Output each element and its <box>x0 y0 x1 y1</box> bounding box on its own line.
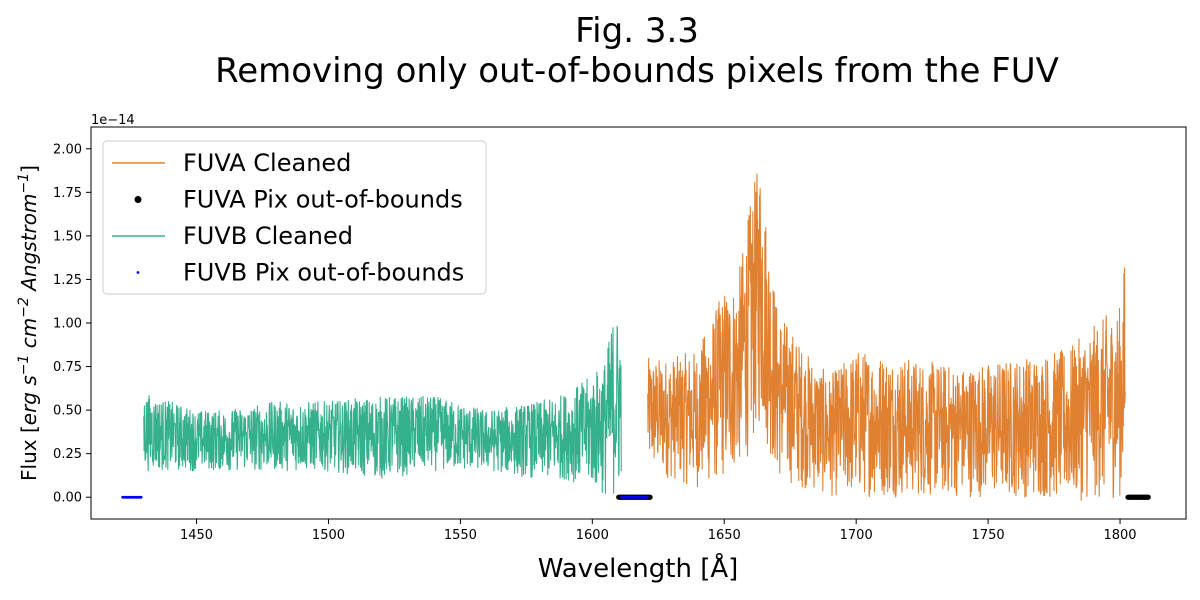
plot-area <box>121 173 1151 501</box>
y-tick-label: 0.75 <box>53 360 82 375</box>
x-tick-label: 1700 <box>840 528 873 543</box>
series-line-0 <box>647 173 1126 501</box>
legend-label-1: FUVA Pix out-of-bounds <box>183 186 463 214</box>
x-axis-label: Wavelength [Å] <box>538 552 739 584</box>
data-point <box>1145 494 1151 500</box>
legend-frame <box>102 140 487 295</box>
y-tick-label: 1.00 <box>53 317 82 332</box>
y-axis-label: Flux [erg s−1 cm−2 Angstrom−1] <box>16 165 41 481</box>
x-tick-label: 1750 <box>972 528 1005 543</box>
y-tick-label: 0.25 <box>53 447 82 462</box>
x-tick-label: 1500 <box>312 528 345 543</box>
data-point <box>139 495 143 499</box>
x-axis: 1450 1500 1550 1600 1650 1700 1750 1800 <box>180 519 1137 543</box>
x-tick-label: 1650 <box>708 528 741 543</box>
data-point <box>647 494 653 500</box>
y-tick-label: 0.00 <box>53 491 82 506</box>
legend-label-0: FUVA Cleaned <box>183 149 351 177</box>
legend-swatch-1 <box>134 196 142 203</box>
series-points-3-0 <box>121 495 143 499</box>
y-tick-label: 1.25 <box>53 273 82 288</box>
series-line-2 <box>143 325 622 495</box>
y-tick-label: 0.50 <box>53 404 82 419</box>
chart-title: Fig. 3.3 <box>575 11 699 51</box>
x-tick-label: 1450 <box>180 528 213 543</box>
y-tick-label: 2.00 <box>53 142 82 157</box>
legend-swatch-3 <box>136 271 140 274</box>
chart-subtitle: Removing only out-of-bounds pixels from … <box>215 51 1059 91</box>
y-offset-text: 1e−14 <box>91 113 135 128</box>
series-points-3-1 <box>619 495 649 499</box>
x-tick-label: 1600 <box>576 528 609 543</box>
legend-label-2: FUVB Cleaned <box>183 222 353 250</box>
series-points-1-1 <box>1125 494 1151 500</box>
y-tick-label: 1.75 <box>53 186 82 201</box>
data-point <box>645 495 649 499</box>
x-tick-label: 1800 <box>1103 528 1136 543</box>
y-axis: 0.00 0.25 0.50 0.75 1.00 1.25 1.50 1.75 2.00 <box>53 142 91 506</box>
x-tick-label: 1550 <box>444 528 477 543</box>
legend-label-3: FUVB Pix out-of-bounds <box>183 259 464 287</box>
legend: FUVA Cleaned FUVA Pix out-of-bounds FUVB C… <box>102 140 487 295</box>
y-tick-label: 1.50 <box>53 229 82 244</box>
